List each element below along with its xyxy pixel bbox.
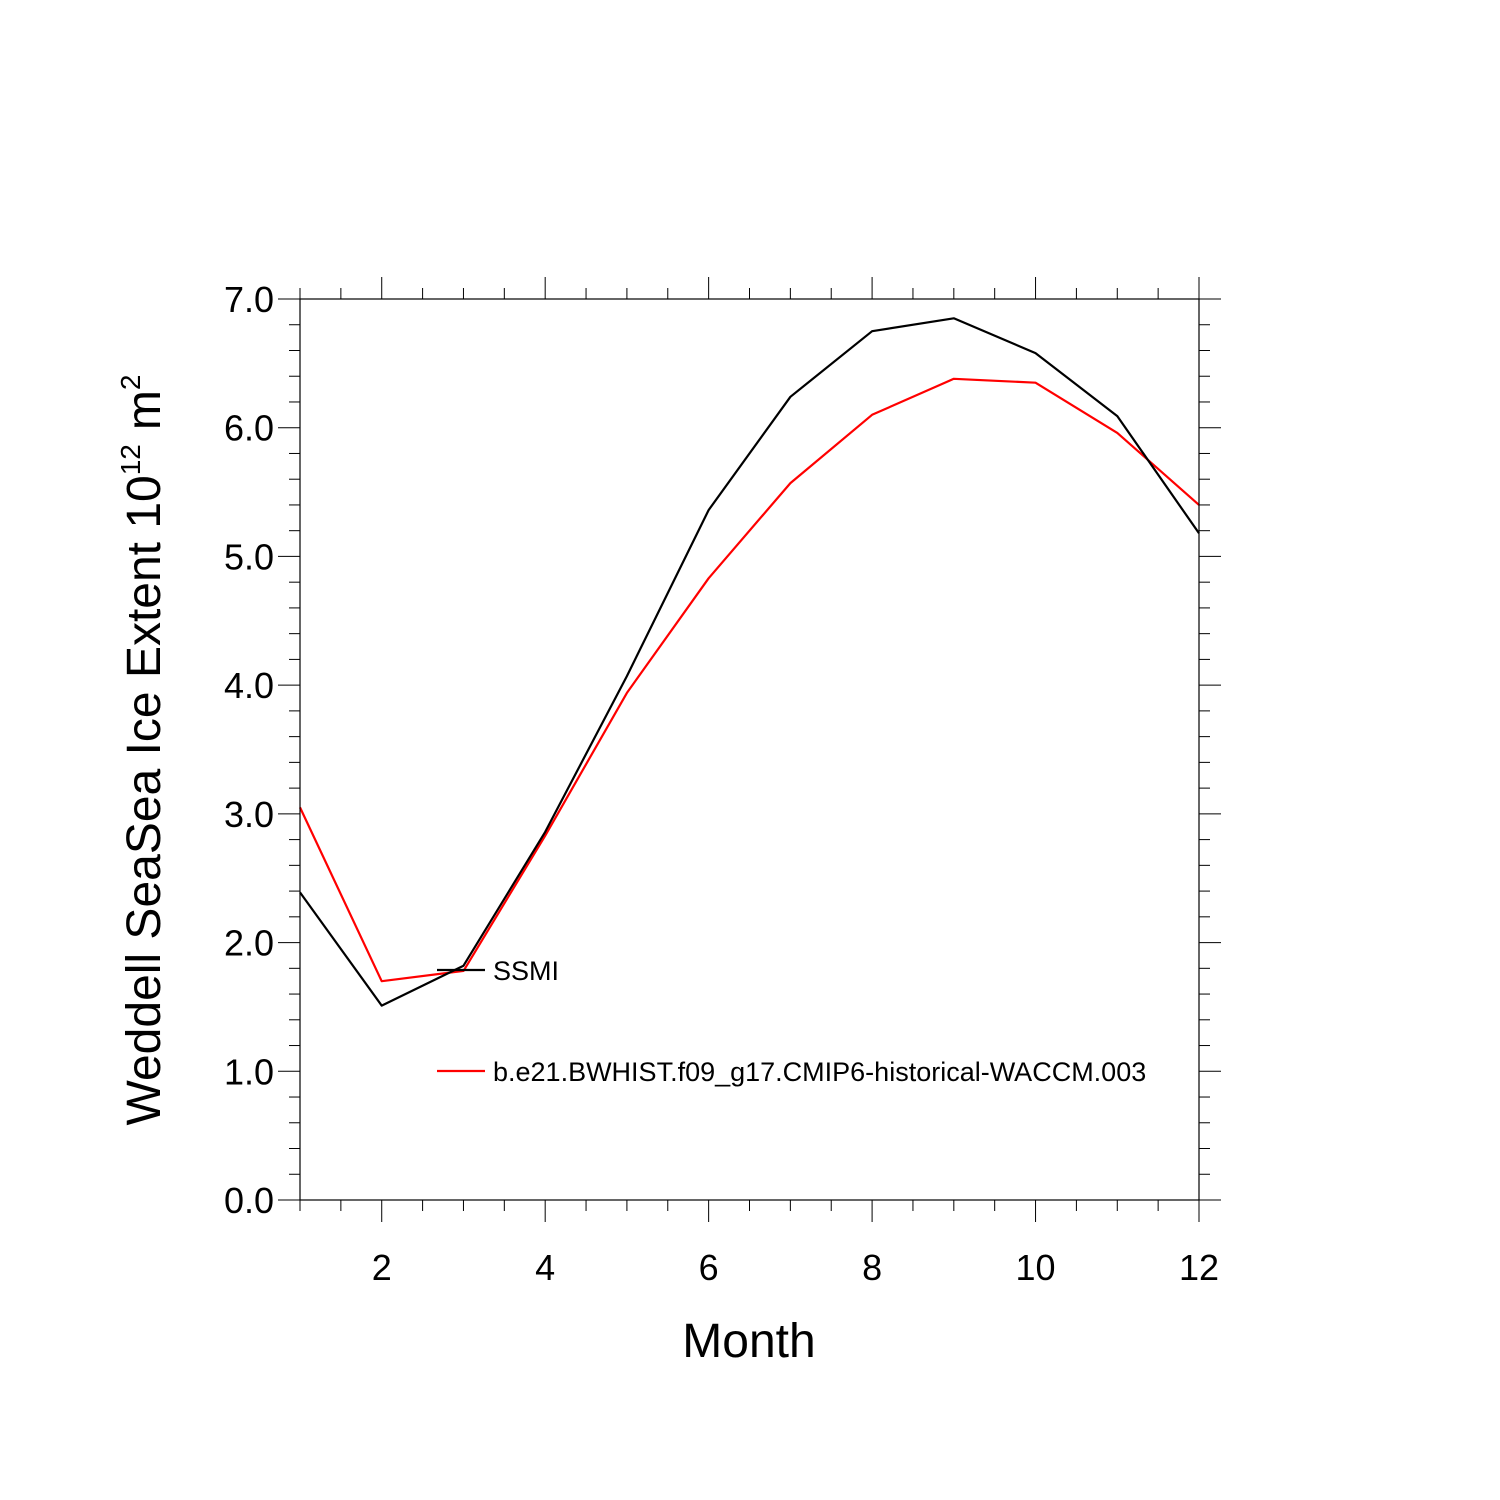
x-tick-label: 12 bbox=[1179, 1247, 1219, 1288]
x-tick-label: 2 bbox=[372, 1247, 392, 1288]
series-line-ssmi bbox=[299, 317, 1200, 1007]
legend-label-ssmi: SSMI bbox=[493, 956, 559, 986]
x-tick-label: 6 bbox=[699, 1247, 719, 1288]
y-tick-label: 6.0 bbox=[224, 408, 274, 449]
legend-label-waccm: b.e21.BWHIST.f09_g17.CMIP6-historical-WA… bbox=[493, 1057, 1146, 1087]
x-axis-title: Month bbox=[682, 1315, 815, 1368]
y-axis-title-main: Weddell SeaSea Ice Extent 10 bbox=[118, 475, 171, 1125]
y-tick-label: 0.0 bbox=[224, 1180, 274, 1221]
x-tick-label: 10 bbox=[1016, 1247, 1056, 1288]
y-axis-title: Weddell SeaSea Ice Extent 1012 m2 bbox=[115, 375, 171, 1126]
tick-labels: 0.0 1.0 2.0 3.0 4.0 5.0 6.0 7.0 2 4 6 8 10 12 bbox=[224, 279, 1219, 1288]
y-tick-label: 4.0 bbox=[224, 665, 274, 706]
axis-ticks bbox=[278, 277, 1221, 1222]
y-axis-title-unit: m bbox=[118, 390, 171, 430]
y-tick-label: 3.0 bbox=[224, 794, 274, 835]
legend: SSMI b.e21.BWHIST.f09_g17.CMIP6-historica… bbox=[437, 956, 1146, 1087]
y-axis-title-unit-exponent: 2 bbox=[115, 375, 146, 391]
x-tick-label: 8 bbox=[862, 1247, 882, 1288]
y-tick-label: 5.0 bbox=[224, 536, 274, 577]
y-tick-label: 1.0 bbox=[224, 1051, 274, 1092]
y-axis-title-exponent: 12 bbox=[115, 444, 146, 475]
x-tick-label: 4 bbox=[535, 1247, 555, 1288]
y-tick-label: 7.0 bbox=[224, 279, 274, 320]
y-tick-label: 2.0 bbox=[224, 923, 274, 964]
series-layer bbox=[299, 317, 1200, 1007]
plot-frame bbox=[299, 298, 1200, 1201]
